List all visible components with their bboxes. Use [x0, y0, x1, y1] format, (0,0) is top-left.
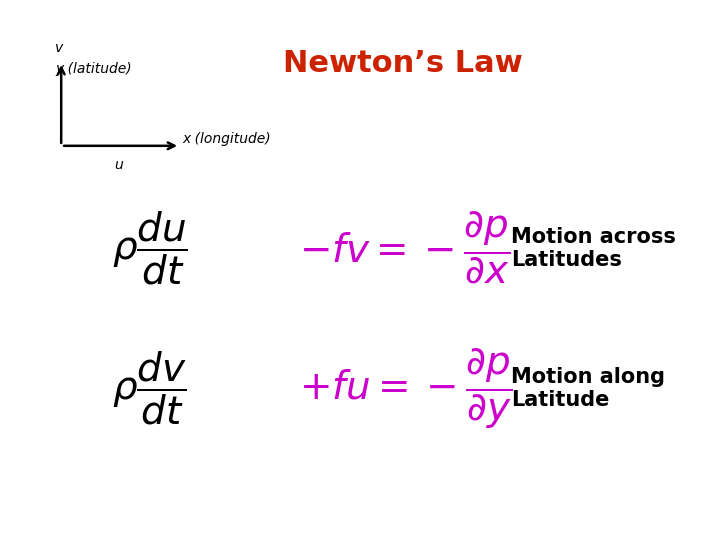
Text: $\rho \dfrac{du}{dt}$: $\rho \dfrac{du}{dt}$ [112, 210, 188, 287]
Text: Motion along
Latitude: Motion along Latitude [511, 367, 665, 410]
Text: y (latitude): y (latitude) [55, 62, 132, 76]
Text: u: u [114, 158, 122, 172]
Text: $\rho \dfrac{dv}{dt}$: $\rho \dfrac{dv}{dt}$ [112, 350, 186, 427]
Text: x (longitude): x (longitude) [182, 132, 271, 146]
Text: Motion across
Latitudes: Motion across Latitudes [511, 227, 676, 270]
Text: v: v [55, 41, 63, 55]
Text: $- fv = -\dfrac{\partial p}{\partial x}$: $- fv = -\dfrac{\partial p}{\partial x}$ [299, 211, 510, 286]
Text: $+ fu = -\dfrac{\partial p}{\partial y}$: $+ fu = -\dfrac{\partial p}{\partial y}$ [299, 347, 512, 431]
Text: Newton’s Law: Newton’s Law [284, 49, 523, 78]
